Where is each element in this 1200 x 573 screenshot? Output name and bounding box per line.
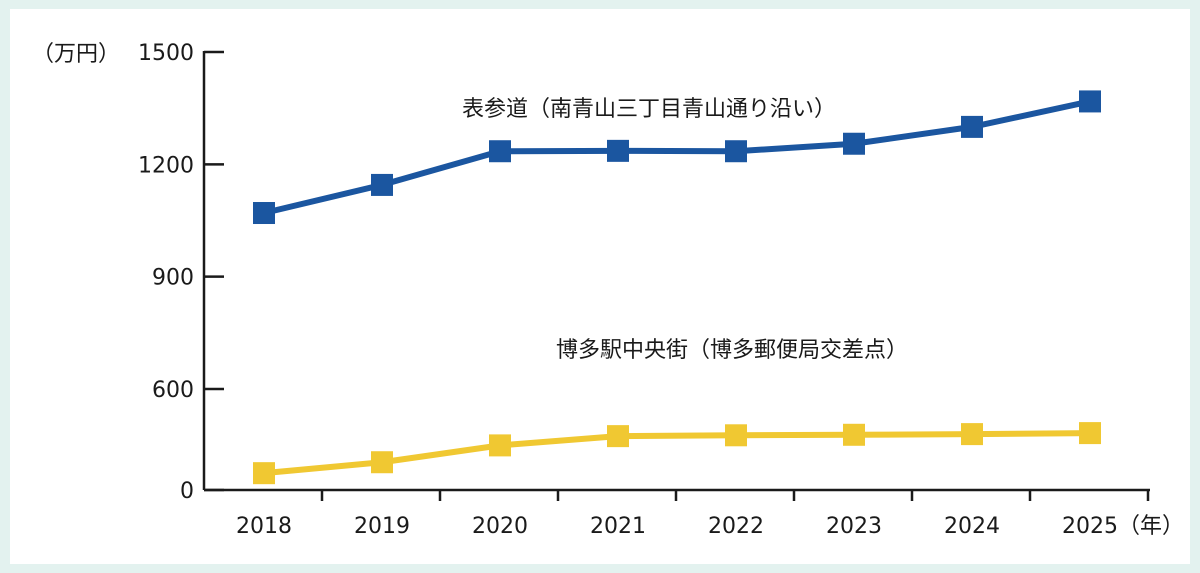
y-ticks: 0 600 900 1200 1500 [138,41,224,504]
x-tick-label: 2019 [354,514,410,539]
series-label-hakata: 博多駅中央街（博多郵便局交差点） [556,338,908,363]
data-point [371,173,393,196]
y-unit-label: （万円） [32,42,120,67]
data-point [961,115,983,138]
y-tick-label: 600 [152,378,194,403]
x-ticks: 2018 2019 2020 2021 2022 2023 2024 2025 [236,490,1150,539]
y-tick-label: 1200 [138,153,194,178]
data-point [843,423,865,446]
x-tick-label: 2025 [1062,514,1118,539]
series-line-0 [263,98,1091,216]
data-point [253,462,275,485]
data-point [607,425,629,448]
data-point [1079,422,1101,445]
data-point [253,202,275,225]
x-tick-label: 2020 [472,514,528,539]
series-lines [263,98,1091,477]
data-point [607,139,629,162]
series-line-1 [263,430,1091,477]
chart-frame: 0 600 900 1200 1500 2018 2019 2020 2021 2022 2023… [10,9,1190,564]
series-points [253,90,1101,485]
x-tick-label: 2022 [708,514,764,539]
data-point [489,140,511,163]
x-tick-label: 2024 [944,514,1000,539]
data-point [843,132,865,155]
data-point [1079,90,1101,113]
data-point [371,451,393,474]
x-tick-label: 2023 [826,514,882,539]
x-tick-label: 2021 [590,514,646,539]
x-tick-label: 2018 [236,514,292,539]
data-point [725,140,747,163]
y-tick-label: 0 [180,479,194,504]
series-label-omotesando: 表参道（南青山三丁目青山通り沿い） [462,97,836,122]
x-unit-label: （年） [1118,514,1184,539]
data-point [489,434,511,457]
y-tick-label: 900 [152,266,194,291]
y-tick-label: 1500 [138,41,194,66]
data-point [725,424,747,447]
data-point [961,423,983,446]
line-chart: 0 600 900 1200 1500 2018 2019 2020 2021 2022 2023… [32,41,1184,539]
